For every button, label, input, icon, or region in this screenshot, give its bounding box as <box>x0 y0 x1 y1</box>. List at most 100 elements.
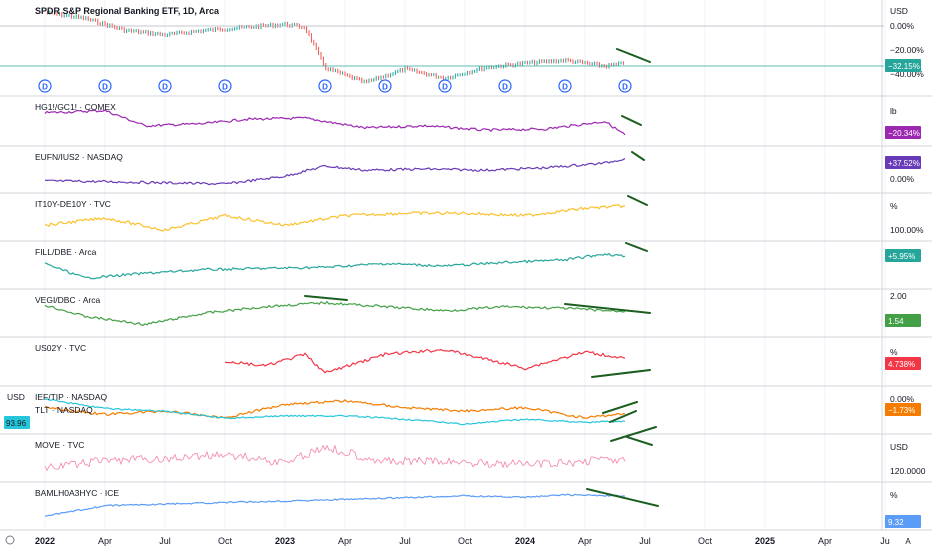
time-axis-tick: Oct <box>218 536 233 546</box>
last-value-badge-text: 1.54 <box>888 317 904 326</box>
last-value-badge <box>885 314 921 327</box>
time-axis-tick: Oct <box>698 536 713 546</box>
pane-legend-label-2: TLT · NASDAQ <box>35 405 93 415</box>
go-to-date-icon <box>5 535 15 545</box>
series-line <box>44 301 626 326</box>
series-line <box>44 252 626 280</box>
grid-layer <box>0 0 932 531</box>
last-value-badge-text: −20.34% <box>888 129 920 138</box>
series-line <box>44 399 626 419</box>
series-line <box>44 204 626 232</box>
left-axis-label: USD <box>7 392 25 402</box>
time-axis-tick: 2024 <box>515 536 535 546</box>
dividend-marker <box>438 79 452 93</box>
dividend-marker <box>158 79 172 93</box>
last-value-badge-text: 4.738% <box>888 360 915 369</box>
auto-scale-toggle: A <box>905 537 911 546</box>
time-axis-tick: 2025 <box>755 536 775 546</box>
dividend-marker <box>498 79 512 93</box>
pane-legend-label: VEGI/DBC · Arca <box>35 295 100 305</box>
trend-line-annotation <box>627 195 648 206</box>
price-axis-label: 100.00% <box>890 225 924 235</box>
pane-legend-label: SPDR S&P Regional Banking ETF, 1D, Arca <box>35 6 220 16</box>
last-value-badge-text: +5.95% <box>888 252 915 261</box>
pane-legend-label: MOVE · TVC <box>35 440 84 450</box>
left-value-badge <box>4 416 30 429</box>
price-axis-layer: USD 0.00% −20.00% −40.00%−32.15% lb −20.34% 0.… <box>885 6 926 528</box>
dividend-marker <box>38 79 52 93</box>
series-line <box>44 444 626 471</box>
time-axis-tick: Apr <box>338 536 352 546</box>
trend-line-annotation <box>564 303 651 314</box>
time-axis-tick: 2023 <box>275 536 295 546</box>
price-axis-label: −40.00% <box>890 69 924 79</box>
dividend-marker <box>378 79 392 93</box>
last-value-badge <box>885 249 921 262</box>
series-line <box>224 348 626 374</box>
trend-line-annotation <box>586 488 659 507</box>
dividend-marker-label: D <box>322 83 328 92</box>
price-axis-label: USD <box>890 442 908 452</box>
time-axis-tick: Oct <box>458 536 473 546</box>
price-axis-label: % <box>890 347 898 357</box>
time-axis-tick: Apr <box>98 536 112 546</box>
dividend-marker-label: D <box>502 83 508 92</box>
series-line <box>45 157 626 186</box>
time-axis-tick: Apr <box>818 536 832 546</box>
series-layer <box>44 10 626 517</box>
time-axis-tick: Jul <box>399 536 411 546</box>
last-value-badge-text: −1.73% <box>888 406 915 415</box>
pane-legend-label: US02Y · TVC <box>35 343 86 353</box>
dividend-marker <box>98 79 112 93</box>
dividend-marker <box>318 79 332 93</box>
pane-legend-label: HG1!/GC1! · COMEX <box>35 102 116 112</box>
dividend-marker <box>218 79 232 93</box>
last-value-badge <box>885 357 921 370</box>
dividend-marker-label: D <box>42 83 48 92</box>
dividend-marker-label: D <box>222 83 228 92</box>
price-axis-label: 0.00% <box>890 174 915 184</box>
trend-line-annotation <box>610 426 657 442</box>
time-axis-tick: Apr <box>578 536 592 546</box>
last-value-badge <box>885 156 921 169</box>
dividend-marker-label: D <box>102 83 108 92</box>
dividend-marker <box>558 79 572 93</box>
dividend-marker-label: D <box>162 83 168 92</box>
trend-line-annotation <box>626 436 653 446</box>
trend-line-annotation <box>304 295 348 301</box>
time-axis-tick: 2022 <box>35 536 55 546</box>
series-line <box>44 109 626 136</box>
overlay-layer: D D D D D D D D D D SPDR S&P Regional Banking ETF,… <box>0 6 884 507</box>
last-value-badge-text: 9.32 <box>888 518 904 527</box>
price-axis-label: USD <box>890 6 908 16</box>
trend-line-annotation <box>621 115 642 126</box>
price-axis-label: 0.00% <box>890 394 915 404</box>
price-axis-label: lb <box>890 106 897 116</box>
trend-line-annotation <box>631 151 645 161</box>
dividend-marker-label: D <box>382 83 388 92</box>
price-axis-label: 0.00% <box>890 21 915 31</box>
dividend-marker-label: D <box>442 83 448 92</box>
price-axis-label: 2.00 <box>890 291 907 301</box>
trend-line-annotation <box>609 410 637 423</box>
time-axis: 2022 Apr Jul Oct 2023 Apr Jul Oct 2024 Apr Jul Oct 2… <box>5 535 911 546</box>
dividend-marker-label: D <box>562 83 568 92</box>
price-axis-label: −20.00% <box>890 45 924 55</box>
pane-legend-label: IEF/TIP · NASDAQ <box>35 392 107 402</box>
time-axis-tick: Ju <box>880 536 890 546</box>
last-value-badge-text: +37.52% <box>888 159 920 168</box>
time-axis-tick: Jul <box>159 536 171 546</box>
series-line <box>44 493 626 517</box>
last-value-badge-text: −32.15% <box>888 62 920 71</box>
last-value-badge <box>885 59 921 72</box>
last-value-badge <box>885 515 921 528</box>
dividend-marker-label: D <box>622 83 628 92</box>
trend-line-annotation <box>602 401 638 414</box>
price-axis-label: 120.0000 <box>890 466 926 476</box>
series-line <box>44 398 626 426</box>
pane-legend-label: EUFN/IUS2 · NASDAQ <box>35 152 123 162</box>
price-axis-label: % <box>890 201 898 211</box>
price-axis-label: % <box>890 490 898 500</box>
